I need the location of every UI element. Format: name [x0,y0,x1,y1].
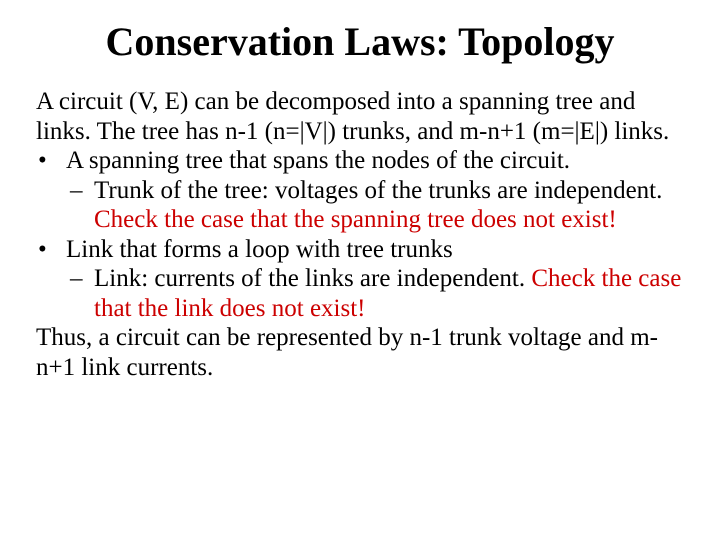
dash-mark-icon: – [70,264,94,323]
slide-body: A circuit (V, E) can be decomposed into … [36,87,684,382]
slide: Conservation Laws: Topology A circuit (V… [0,0,720,540]
bullet-item: • Link that forms a loop with tree trunk… [36,235,684,265]
bullet-mark-icon: • [36,235,66,265]
sub-bullet-item: – Link: currents of the links are indepe… [36,264,684,323]
sub-emphasis-text: Check the case that the spanning tree do… [94,206,617,233]
bullet-item: • A spanning tree that spans the nodes o… [36,146,684,176]
bullet-text: A spanning tree that spans the nodes of … [66,146,684,176]
conclusion-paragraph: Thus, a circuit can be represented by n-… [36,323,684,382]
sub-bullet-item: – Trunk of the tree: voltages of the tru… [36,176,684,235]
bullet-text: Link that forms a loop with tree trunks [66,235,684,265]
dash-mark-icon: – [70,176,94,235]
sub-plain-text: Trunk of the tree: voltages of the trunk… [94,177,662,204]
sub-bullet-text: Trunk of the tree: voltages of the trunk… [94,176,684,235]
slide-title: Conservation Laws: Topology [36,18,684,65]
sub-bullet-text: Link: currents of the links are independ… [94,264,684,323]
sub-plain-text: Link: currents of the links are independ… [94,265,531,292]
bullet-mark-icon: • [36,146,66,176]
intro-paragraph: A circuit (V, E) can be decomposed into … [36,87,684,146]
